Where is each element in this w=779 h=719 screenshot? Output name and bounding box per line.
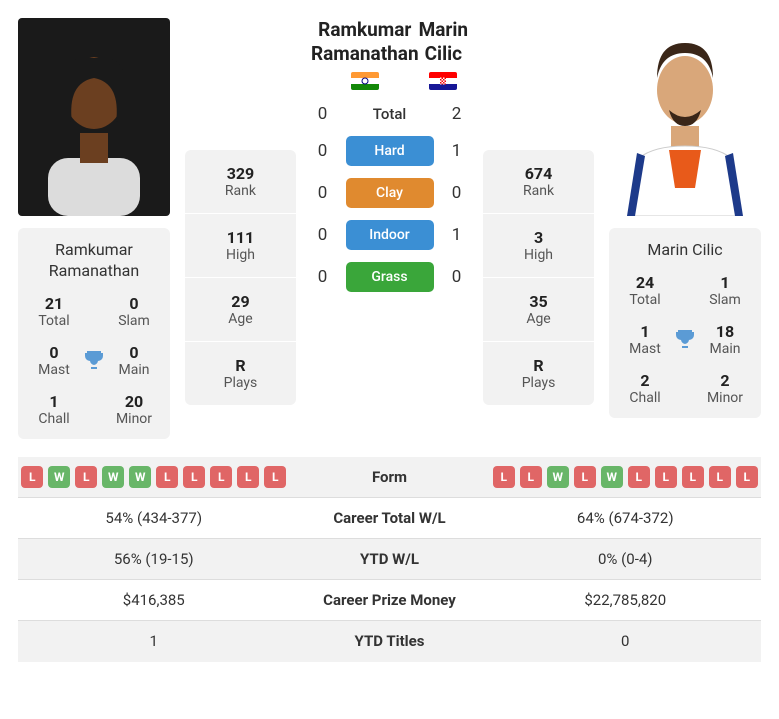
- h2h-indoor-row[interactable]: 0 Indoor 1: [311, 220, 468, 250]
- player2-stats-card: 674Rank 3High 35Age RPlays: [483, 150, 594, 405]
- p2-plays: RPlays: [483, 342, 594, 405]
- form-cell: W: [102, 466, 124, 488]
- player2-name: Marin Cilic: [419, 18, 468, 66]
- p2-rank: 674Rank: [483, 150, 594, 214]
- surface-clay-button[interactable]: Clay: [346, 178, 434, 208]
- form-cell: W: [547, 466, 569, 488]
- ytd-wl-row: 56% (19-15) YTD W/L 0% (0-4): [18, 539, 761, 580]
- player2-name-small: Marin Cilic: [617, 240, 753, 261]
- p1-total-titles: 21Total: [26, 294, 82, 329]
- form-cell: L: [237, 466, 259, 488]
- p2-mast-titles: 1Mast: [617, 322, 673, 357]
- form-cell: W: [48, 466, 70, 488]
- p1-high: 111High: [185, 214, 296, 278]
- form-cell: L: [210, 466, 232, 488]
- h2h-hard-row[interactable]: 0 Hard 1: [311, 136, 468, 166]
- comparison-table: LWLWWLLLLL Form LLWLWLLLLL 54% (434-377)…: [18, 457, 761, 662]
- surface-hard-button[interactable]: Hard: [346, 136, 434, 166]
- flag-india-icon: [351, 72, 379, 90]
- player1-name: Ramkumar Ramanathan: [311, 18, 419, 66]
- form-cell: L: [520, 466, 542, 488]
- p2-total-titles: 24Total: [617, 273, 673, 308]
- form-cell: W: [129, 466, 151, 488]
- form-row: LWLWWLLLLL Form LLWLWLLLLL: [18, 457, 761, 498]
- form-cell: L: [75, 466, 97, 488]
- p2-chall-titles: 2Chall: [617, 371, 673, 406]
- player2-photo: [609, 18, 761, 216]
- form-cell: L: [736, 466, 758, 488]
- form-cell: L: [628, 466, 650, 488]
- h2h-total-row: 0 Total 2: [311, 104, 468, 124]
- form-cell: L: [574, 466, 596, 488]
- form-cell: W: [601, 466, 623, 488]
- p2-age: 35Age: [483, 278, 594, 342]
- form-cell: L: [21, 466, 43, 488]
- player1-photo: [18, 18, 170, 216]
- p1-plays: RPlays: [185, 342, 296, 405]
- player2-titles-card: Marin Cilic 24Total 1Slam 1Mast 18Main 2…: [609, 228, 761, 418]
- ytd-titles-row: 1 YTD Titles 0: [18, 621, 761, 662]
- p1-chall-titles: 1Chall: [26, 392, 82, 427]
- surface-indoor-button[interactable]: Indoor: [346, 220, 434, 250]
- p2-minor-titles: 2Minor: [697, 371, 753, 406]
- p2-high: 3High: [483, 214, 594, 278]
- form-cell: L: [493, 466, 515, 488]
- p1-rank: 329Rank: [185, 150, 296, 214]
- p2-main-titles: 18Main: [697, 322, 753, 357]
- h2h-grass-row[interactable]: 0 Grass 0: [311, 262, 468, 292]
- form-cell: L: [655, 466, 677, 488]
- flag-croatia-icon: [429, 72, 457, 90]
- career-prize-row: $416,385 Career Prize Money $22,785,820: [18, 580, 761, 621]
- p1-slam-titles: 0Slam: [106, 294, 162, 329]
- p1-main-titles: 0Main: [106, 343, 162, 378]
- form-cell: L: [682, 466, 704, 488]
- career-wl-row: 54% (434-377) Career Total W/L 64% (674-…: [18, 498, 761, 539]
- player1-name-small: Ramkumar Ramanathan: [26, 240, 162, 282]
- trophy-icon: [82, 348, 106, 372]
- form-cell: L: [183, 466, 205, 488]
- h2h-clay-row[interactable]: 0 Clay 0: [311, 178, 468, 208]
- p1-mast-titles: 0Mast: [26, 343, 82, 378]
- trophy-icon: [673, 327, 697, 351]
- p1-minor-titles: 20Minor: [106, 392, 162, 427]
- p2-slam-titles: 1Slam: [697, 273, 753, 308]
- surface-grass-button[interactable]: Grass: [346, 262, 434, 292]
- form-cell: L: [264, 466, 286, 488]
- player1-stats-card: 329Rank 111High 29Age RPlays: [185, 150, 296, 405]
- player1-titles-card: Ramkumar Ramanathan 21Total 0Slam 0Mast …: [18, 228, 170, 439]
- form-cell: L: [156, 466, 178, 488]
- p1-age: 29Age: [185, 278, 296, 342]
- form-cell: L: [709, 466, 731, 488]
